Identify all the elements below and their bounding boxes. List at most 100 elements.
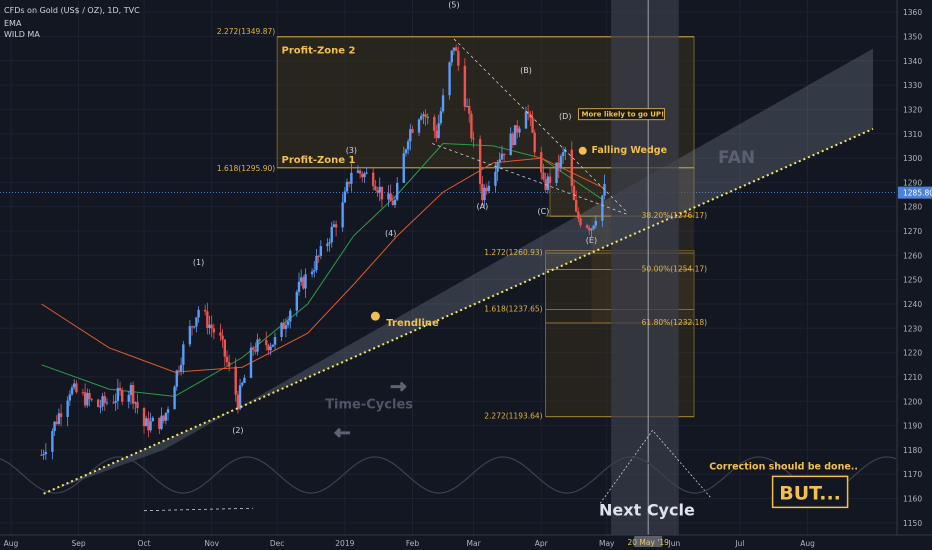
candle-down (548, 176, 552, 184)
candle-up (145, 418, 148, 427)
candle-down (136, 402, 139, 409)
candle-up (134, 402, 137, 404)
candle-up (249, 347, 253, 378)
candle-down (516, 125, 519, 133)
candle-down (468, 106, 471, 114)
candle-up (330, 226, 333, 243)
candle-up (57, 413, 61, 424)
fan-label: FAN (718, 148, 755, 168)
candle-down (223, 339, 226, 357)
candle-up (487, 185, 491, 192)
candle-up (160, 415, 163, 429)
candle-down (177, 370, 181, 372)
candle-down (206, 311, 209, 328)
candle-up (129, 385, 133, 396)
arrow-right-icon (390, 381, 407, 392)
candle-up (269, 346, 272, 351)
cycle-wave (0, 456, 897, 494)
candle-up (594, 220, 598, 226)
candle-up (496, 162, 499, 172)
x-tick-label: Oct (138, 539, 151, 548)
fib-label: 38.20%(1276.17) (642, 211, 708, 220)
y-tick-label: 1150 (903, 519, 922, 528)
candle-up (66, 400, 69, 417)
candle-up (509, 133, 512, 156)
candle-up (193, 326, 196, 328)
candle-up (448, 62, 451, 96)
candle-up (241, 382, 244, 386)
x-tick-label: Sep (71, 539, 85, 548)
candle-up (524, 111, 528, 129)
candle-up (310, 271, 314, 275)
candle-down (234, 366, 237, 395)
candle-up (378, 186, 381, 193)
wedge-upper (453, 38, 627, 212)
candle-up (326, 243, 329, 247)
candle-down (435, 130, 438, 138)
candle-up (289, 310, 292, 322)
y-tick-label: 1250 (903, 276, 922, 285)
y-tick-label: 1300 (903, 154, 922, 163)
candle-down (502, 153, 506, 156)
candle-down (147, 418, 150, 431)
y-tick-label: 1360 (903, 8, 922, 17)
candle-up (151, 417, 154, 422)
moving-averages (41, 142, 603, 397)
candle-up (99, 406, 102, 408)
candle-down (203, 309, 207, 312)
x-tick-label: Jul (734, 539, 744, 548)
wave-label: (1) (193, 258, 204, 267)
y-tick-label: 1310 (903, 130, 922, 139)
last-price-label: 1285.80 (903, 189, 932, 198)
candle-down (162, 415, 165, 421)
candle-up (404, 149, 408, 154)
candle-up (406, 141, 410, 150)
candle-down (542, 172, 545, 180)
x-tick-label: Dec (270, 539, 285, 548)
candle-up (164, 412, 168, 421)
but-label: BUT... (779, 482, 841, 504)
x-tick-label: Aug (800, 539, 815, 548)
but-box (771, 475, 849, 509)
y-tick-label: 1280 (903, 203, 922, 212)
time-cycles-label: Time-Cycles (325, 398, 413, 413)
wave-label: (A) (476, 202, 488, 211)
candle-up (188, 326, 192, 345)
wave-label: (4) (385, 229, 396, 238)
fib-label: 1.272(1260.93) (484, 248, 542, 257)
candle-down (557, 162, 560, 169)
candle-down (478, 138, 482, 184)
cycle-base-line (144, 507, 254, 512)
y-tick-label: 1350 (903, 32, 922, 41)
falling-wedge-dot (578, 146, 587, 155)
candle-up (42, 454, 45, 456)
x-tick-label: Mar (467, 539, 482, 548)
fib-label-2-272: 2.272(1349.87) (217, 27, 275, 36)
candle-up (197, 309, 200, 318)
candle-up (273, 337, 277, 345)
candle-down (511, 133, 515, 145)
candle-down (374, 186, 377, 191)
candle-down (463, 65, 467, 107)
candle-down (254, 349, 257, 352)
date-tag-label: 20 May '19 (627, 538, 669, 547)
candle-down (376, 190, 379, 193)
wave-label: (E) (586, 236, 597, 245)
candle-up (345, 181, 349, 192)
x-tick-label: Nov (204, 539, 219, 548)
candle-up (166, 409, 170, 413)
y-tick-label: 1260 (903, 251, 922, 260)
y-tick-label: 1180 (903, 446, 922, 455)
trendline-label: Trendline (386, 318, 439, 329)
candle-up (280, 322, 283, 338)
candle-up (409, 129, 412, 142)
candle-up (450, 50, 453, 63)
candle-down (142, 408, 146, 427)
candle-down (389, 193, 392, 201)
candle-up (498, 159, 501, 163)
candle-up (238, 385, 242, 409)
fib-label: 50.00%(1254.17) (642, 265, 708, 274)
y-tick-label: 1240 (903, 300, 922, 309)
candle-up (105, 402, 109, 404)
